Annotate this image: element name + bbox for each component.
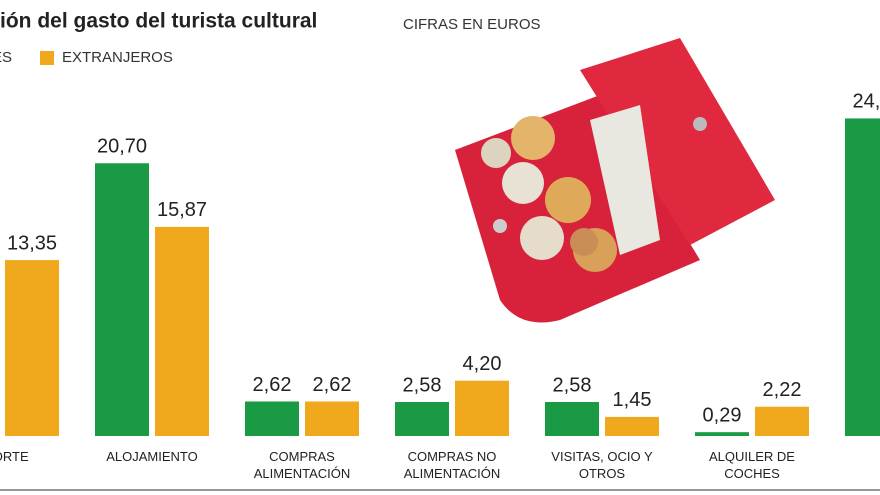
legend-label: ES xyxy=(0,49,12,66)
x-tick-label: ALOJAMIENTO xyxy=(106,449,198,464)
x-tick-label: SPORTE xyxy=(0,449,29,464)
bar xyxy=(695,432,749,436)
bar xyxy=(455,380,509,436)
x-tick-label: REST xyxy=(850,448,880,465)
x-tick-label: COMPRAS ALIMENTACIÓN xyxy=(253,449,351,481)
bar xyxy=(305,401,359,436)
value-label: 1,45 xyxy=(613,389,652,411)
x-tick-label: ALQUILER DE COCHES xyxy=(709,449,795,481)
value-label: 2,62 xyxy=(313,374,352,396)
x-tick-label: VISITAS, OCIO Y OTROS xyxy=(551,449,653,481)
bar xyxy=(245,401,299,436)
value-label: 2,58 xyxy=(403,374,442,396)
value-label: 13,35 xyxy=(7,232,57,254)
x-tick-label: COMPRAS NO ALIMENTACIÓN xyxy=(403,449,501,481)
value-label: 0,29 xyxy=(703,404,742,426)
bar xyxy=(95,163,149,436)
value-label: 2,62 xyxy=(253,374,292,396)
value-label: 2,58 xyxy=(553,374,592,396)
bar xyxy=(545,402,599,436)
bar xyxy=(395,402,449,436)
bar xyxy=(845,118,880,437)
wallet-illustration xyxy=(455,38,775,323)
chart-subtitle: CIFRAS EN EUROS xyxy=(403,16,541,33)
bar xyxy=(5,260,59,436)
legend-swatch xyxy=(40,51,54,65)
bar xyxy=(605,416,659,436)
legend-label: EXTRANJEROS xyxy=(62,49,173,66)
chart-title: ión del gasto del turista cultural xyxy=(0,10,317,33)
value-label: 24,1 xyxy=(853,91,880,113)
value-label: 15,87 xyxy=(157,199,207,221)
value-label: 4,20 xyxy=(463,353,502,375)
value-label: 2,22 xyxy=(763,379,802,401)
bar xyxy=(755,406,809,436)
value-label: 20,70 xyxy=(97,136,147,158)
bar xyxy=(155,226,209,436)
